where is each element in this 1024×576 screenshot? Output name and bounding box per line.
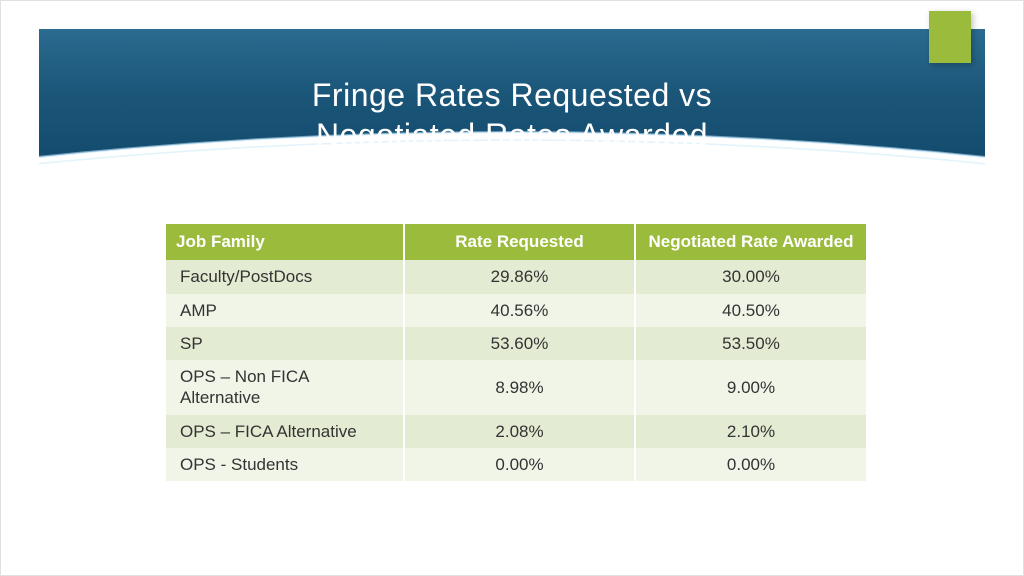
cell-job-family: OPS – FICA Alternative (166, 415, 404, 448)
cell-requested: 40.56% (404, 294, 635, 327)
cell-negotiated: 53.50% (635, 327, 866, 360)
cell-requested: 8.98% (404, 360, 635, 415)
table-row: Faculty/PostDocs 29.86% 30.00% (166, 260, 866, 293)
cell-requested: 29.86% (404, 260, 635, 293)
table-header-row: Job Family Rate Requested Negotiated Rat… (166, 224, 866, 260)
rates-table: Job Family Rate Requested Negotiated Rat… (166, 224, 866, 481)
table-row: SP 53.60% 53.50% (166, 327, 866, 360)
cell-requested: 53.60% (404, 327, 635, 360)
slide-title: Fringe Rates Requested vs Negotiated Rat… (39, 75, 985, 155)
cell-negotiated: 2.10% (635, 415, 866, 448)
cell-job-family: OPS - Students (166, 448, 404, 481)
title-line-2: Negotiated Rates Awarded (316, 117, 708, 153)
cell-requested: 0.00% (404, 448, 635, 481)
rates-table-container: Job Family Rate Requested Negotiated Rat… (166, 224, 866, 481)
table-row: OPS - Students 0.00% 0.00% (166, 448, 866, 481)
accent-tab-decoration (929, 11, 971, 63)
table-row: OPS – Non FICA Alternative 8.98% 9.00% (166, 360, 866, 415)
title-banner: Fringe Rates Requested vs Negotiated Rat… (39, 29, 985, 199)
cell-requested: 2.08% (404, 415, 635, 448)
cell-negotiated: 40.50% (635, 294, 866, 327)
col-header-job-family: Job Family (166, 224, 404, 260)
cell-negotiated: 0.00% (635, 448, 866, 481)
col-header-rate-requested: Rate Requested (404, 224, 635, 260)
cell-job-family: AMP (166, 294, 404, 327)
cell-job-family: OPS – Non FICA Alternative (166, 360, 404, 415)
col-header-negotiated-rate: Negotiated Rate Awarded (635, 224, 866, 260)
cell-negotiated: 30.00% (635, 260, 866, 293)
cell-job-family: SP (166, 327, 404, 360)
cell-job-family: Faculty/PostDocs (166, 260, 404, 293)
table-row: AMP 40.56% 40.50% (166, 294, 866, 327)
cell-negotiated: 9.00% (635, 360, 866, 415)
table-row: OPS – FICA Alternative 2.08% 2.10% (166, 415, 866, 448)
title-line-1: Fringe Rates Requested vs (312, 77, 712, 113)
